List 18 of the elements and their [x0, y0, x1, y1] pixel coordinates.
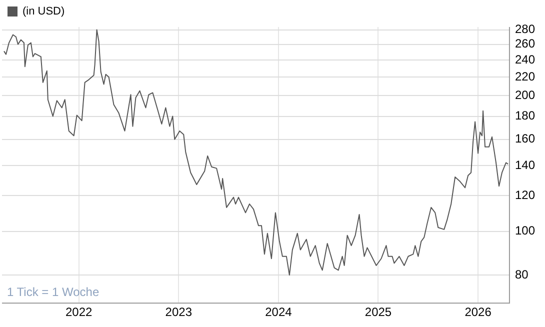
- y-tick-label: 200: [514, 88, 536, 102]
- y-tick-label: 280: [514, 22, 536, 36]
- y-tick-label: 140: [514, 158, 536, 172]
- y-tick-label: 80: [514, 267, 529, 282]
- y-tick-label: 260: [514, 36, 536, 51]
- x-tick-label: 2025: [364, 305, 392, 320]
- x-tick-label: 2022: [65, 305, 93, 320]
- y-tick-label: 240: [514, 52, 536, 66]
- y-tick-label: 100: [514, 224, 536, 238]
- y-tick-label: 120: [514, 188, 536, 202]
- x-tick-label: 2023: [165, 305, 192, 320]
- y-tick-label: 220: [514, 69, 536, 84]
- x-tick-label: 2024: [265, 305, 292, 320]
- annotation: 1 Tick = 1 Woche: [7, 284, 100, 299]
- legend-label: (in USD): [22, 6, 65, 18]
- y-tick-label: 160: [514, 132, 536, 146]
- y-tick-label: 180: [514, 108, 536, 123]
- x-tick-label: 2026: [464, 305, 492, 320]
